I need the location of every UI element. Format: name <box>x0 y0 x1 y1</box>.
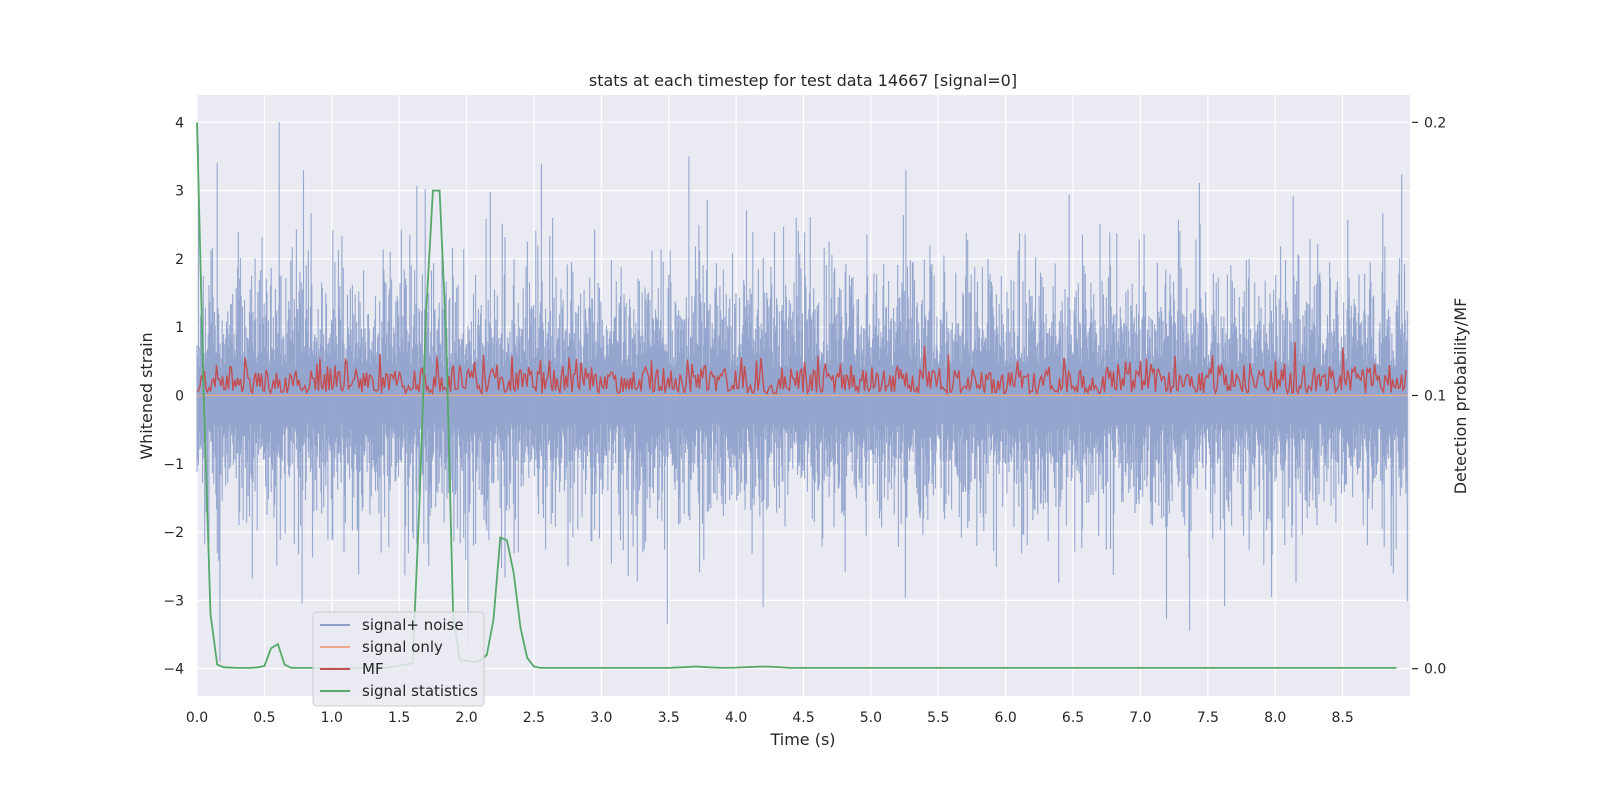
x-axis: 0.0 0.5 1.0 1.5 2.0 2.5 3.0 3.5 4.0 4.5 5.0 5.5 6.0 6… <box>186 710 1354 726</box>
x-tick-label: 5.5 <box>927 710 949 726</box>
legend: signal+ noise signal only MF signal stat… <box>312 611 485 707</box>
x-tick-label: 5.0 <box>860 710 882 726</box>
x-tick-label: 4.5 <box>792 710 814 726</box>
series-mf <box>196 341 1407 396</box>
y-tick-label: 1 <box>175 320 184 336</box>
y-axis-label-right: Detection probability/MF <box>1451 298 1470 495</box>
y-right-tick-label: 0.0 <box>1424 662 1446 678</box>
x-tick-label: 8.0 <box>1264 710 1286 726</box>
legend-label-mf: MF <box>362 660 384 678</box>
y-tick-label: 0 <box>175 389 184 405</box>
y-tick-label: −2 <box>163 525 184 541</box>
y-axis-label-left: Whitened strain <box>137 332 156 459</box>
x-tick-label: 6.5 <box>1062 710 1084 726</box>
y-right-tick-label: 0.1 <box>1424 389 1446 405</box>
x-tick-label: 3.0 <box>590 710 612 726</box>
x-tick-label: 1.0 <box>321 710 343 726</box>
x-tick-label: 1.5 <box>388 710 410 726</box>
y-axis-right: 0.2 0.1 0.0 <box>1412 115 1446 678</box>
x-tick-label: 2.0 <box>455 710 477 726</box>
y-tick-label: −3 <box>163 593 184 609</box>
legend-label-signal-noise: signal+ noise <box>362 616 464 634</box>
chart-title: stats at each timestep for test data 146… <box>589 71 1017 90</box>
y-tick-label: 3 <box>175 184 184 200</box>
legend-label-signal-only: signal only <box>362 638 443 656</box>
series-signal-noise <box>196 122 1408 662</box>
y-tick-label: −1 <box>163 457 184 473</box>
x-tick-label: 0.5 <box>253 710 275 726</box>
x-tick-label: 3.5 <box>658 710 680 726</box>
x-tick-label: 6.0 <box>995 710 1017 726</box>
x-axis-label: Time (s) <box>769 730 835 749</box>
y-right-tick-label: 0.2 <box>1424 115 1446 131</box>
y-axis-left: 4 3 2 1 0 −1 −2 −3 −4 <box>163 115 184 677</box>
mf-trace <box>196 341 1407 396</box>
legend-box <box>312 611 485 707</box>
y-tick-label: −4 <box>163 662 184 678</box>
y-tick-label: 2 <box>175 252 184 268</box>
y-tick-label: 4 <box>175 115 184 131</box>
legend-label-signal-statistics: signal statistics <box>362 682 478 700</box>
x-tick-label: 8.5 <box>1331 710 1353 726</box>
x-tick-label: 2.5 <box>523 710 545 726</box>
x-tick-label: 7.5 <box>1197 710 1219 726</box>
x-tick-label: 0.0 <box>186 710 208 726</box>
x-tick-label: 4.0 <box>725 710 747 726</box>
x-tick-label: 7.0 <box>1129 710 1151 726</box>
noise-trace <box>196 122 1408 662</box>
